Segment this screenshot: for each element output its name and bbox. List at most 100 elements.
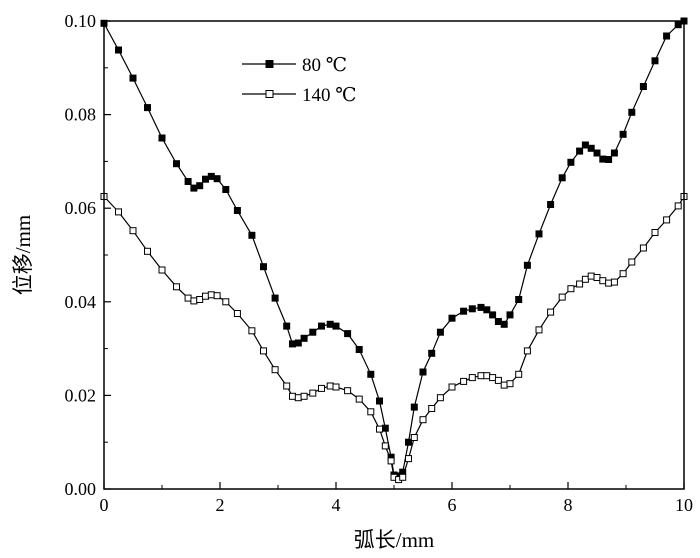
data-point-0 <box>639 83 647 90</box>
legend: 80 ℃ 140 ℃ <box>242 55 357 106</box>
data-point-1 <box>494 376 502 384</box>
data-point-0 <box>309 328 317 336</box>
data-point-1 <box>506 380 514 388</box>
data-point-0 <box>158 134 166 142</box>
data-point-0 <box>260 263 267 271</box>
data-point-0 <box>523 261 531 269</box>
data-point-0 <box>129 74 137 82</box>
data-point-1 <box>605 279 613 287</box>
x-tick-label: 4 <box>332 495 341 515</box>
data-point-1 <box>489 374 497 382</box>
legend-marker-1 <box>265 90 274 98</box>
y-axis-ticks: 0.00 0.02 0.04 0.06 0.08 0.10 <box>65 11 111 499</box>
x-tick-label: 6 <box>448 495 457 515</box>
data-point-0 <box>674 21 682 29</box>
data-point-1 <box>448 383 456 391</box>
data-point-0 <box>381 424 389 432</box>
data-point-0 <box>376 397 383 405</box>
data-point-1 <box>674 202 682 210</box>
data-point-1 <box>289 392 296 400</box>
data-point-0 <box>419 368 427 376</box>
data-point-0 <box>494 318 502 325</box>
data-point-1 <box>581 275 589 283</box>
data-point-1 <box>500 381 508 389</box>
y-axis-label: 位移/mm <box>11 215 35 296</box>
y-tick-label: 0.04 <box>65 292 97 312</box>
data-point-0 <box>436 328 444 336</box>
data-point-1 <box>436 394 444 402</box>
data-point-1 <box>410 434 418 441</box>
data-point-1 <box>477 372 485 380</box>
data-point-1 <box>387 457 395 465</box>
data-point-1 <box>376 425 383 433</box>
data-point-1 <box>318 384 325 392</box>
data-point-0 <box>318 322 325 330</box>
data-point-1 <box>233 310 241 317</box>
data-point-0 <box>222 186 230 193</box>
data-point-1 <box>222 298 230 306</box>
data-point-1 <box>260 347 267 355</box>
data-point-0 <box>173 160 180 168</box>
data-point-1 <box>610 278 618 286</box>
legend-label-0: 80 ℃ <box>302 55 347 76</box>
data-point-1 <box>468 374 476 382</box>
data-point-0 <box>489 311 497 319</box>
data-point-1 <box>283 382 291 390</box>
x-axis-ticks: 0 2 4 6 8 10 <box>100 482 693 515</box>
y-tick-label: 0.10 <box>65 11 97 31</box>
data-point-0 <box>619 130 627 138</box>
data-point-0 <box>202 175 209 183</box>
y-tick-label: 0.08 <box>65 105 97 125</box>
data-point-1 <box>587 272 595 280</box>
data-point-1 <box>355 395 363 403</box>
data-point-0 <box>610 149 618 157</box>
data-point-0 <box>233 207 241 214</box>
legend-marker-0 <box>265 60 274 68</box>
x-tick-label: 8 <box>564 495 573 515</box>
data-point-0 <box>567 158 575 166</box>
y-tick-label: 0.06 <box>65 198 97 218</box>
plot-frame <box>103 20 685 490</box>
data-point-0 <box>283 322 291 330</box>
data-point-1 <box>428 405 436 412</box>
data-point-1 <box>294 394 302 402</box>
data-point-1 <box>593 274 601 281</box>
data-point-1 <box>405 455 412 463</box>
data-point-0 <box>144 104 151 112</box>
data-point-1 <box>628 258 636 266</box>
data-point-0 <box>190 184 198 192</box>
data-point-1 <box>144 247 151 255</box>
data-point-0 <box>213 175 221 183</box>
data-point-1 <box>535 326 543 334</box>
x-axis-label: 弧长/mm <box>354 528 435 552</box>
data-point-0 <box>558 174 566 182</box>
data-point-0 <box>294 339 302 347</box>
data-point-0 <box>547 201 555 208</box>
data-point-1 <box>619 270 627 278</box>
data-point-0 <box>477 303 485 311</box>
data-point-1 <box>515 370 523 378</box>
data-point-0 <box>355 346 363 353</box>
data-point-0 <box>248 231 256 239</box>
data-point-0 <box>196 182 204 190</box>
data-point-0 <box>115 46 122 54</box>
data-point-0 <box>506 311 514 319</box>
data-point-1 <box>558 293 566 301</box>
data-point-0 <box>593 149 601 157</box>
data-point-1 <box>300 392 308 400</box>
data-point-1 <box>248 327 256 335</box>
data-point-0 <box>289 340 296 348</box>
x-tick-label: 0 <box>100 495 109 515</box>
data-point-1 <box>567 285 575 293</box>
data-point-1 <box>483 372 491 380</box>
data-point-0 <box>207 172 215 180</box>
series-line-0 <box>103 20 685 477</box>
data-point-0 <box>628 108 636 116</box>
data-point-0 <box>468 305 476 313</box>
x-tick-label: 2 <box>216 495 225 515</box>
data-point-0 <box>300 334 308 342</box>
data-point-0 <box>184 178 192 185</box>
y-tick-label: 0.00 <box>65 479 97 499</box>
data-point-0 <box>587 144 595 152</box>
data-point-0 <box>581 141 589 149</box>
